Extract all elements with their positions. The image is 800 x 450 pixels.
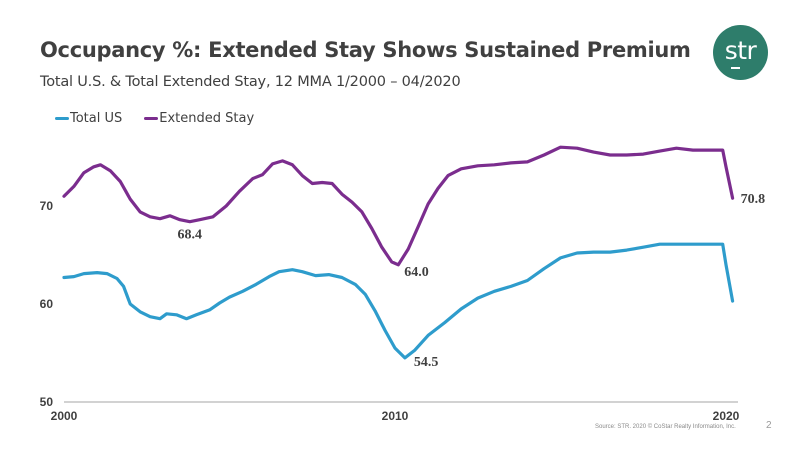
legend-label-extended-stay: Extended Stay [159,111,255,126]
x-tick-label-2020: 2020 [713,409,740,423]
slide-title: Occupancy %: Extended Stay Shows Sustain… [40,38,691,62]
x-tick-label-2010: 2010 [382,409,409,423]
series-line-extended-stay [62,145,735,267]
legend-label-total-us: Total US [70,111,123,126]
data-label-extended-stay-64-0: 64.0 [404,265,429,280]
chart-legend: Total US Extended Stay [55,111,254,126]
slide-subtitle: Total U.S. & Total Extended Stay, 12 MMA… [40,74,461,90]
str-logo: str [713,25,768,80]
y-tick-label-60: 60 [40,297,54,311]
y-tick-label-50: 50 [40,395,54,409]
data-label-extended-stay-70-8: 70.8 [741,192,766,207]
series-line-total-us [62,242,735,360]
page-number: 2 [766,420,772,431]
legend-item-total-us: Total US [55,111,122,126]
source-footer: Source: STR. 2020 © CoStar Realty Inform… [595,424,736,430]
data-label-total-us-54-5: 54.5 [414,355,439,370]
y-axis-ticks: 50 60 70 [40,199,54,409]
data-labels: 68.4 64.0 54.5 70.8 [178,192,766,370]
legend-swatch-total-us [55,117,69,120]
data-label-extended-stay-68-4: 68.4 [178,228,203,243]
logo-underline [731,67,740,69]
x-tick-label-2000: 2000 [51,409,78,423]
logo-text: str [724,36,757,65]
y-tick-label-70: 70 [40,199,54,213]
series-lines [62,145,735,360]
x-axis-ticks: 2000 2010 2020 [51,409,740,423]
legend-swatch-extended-stay [144,117,159,120]
legend-item-extended-stay: Extended Stay [144,111,254,126]
